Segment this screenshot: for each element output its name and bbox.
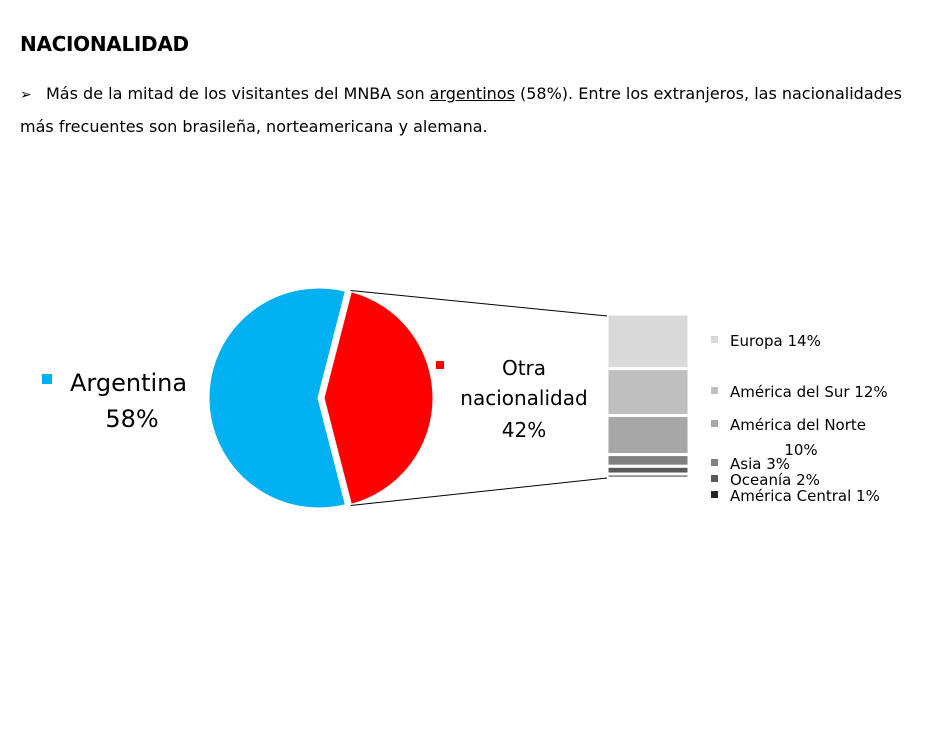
label-otra-line1: Otra: [502, 356, 546, 380]
legend-label-asia: Asia 3%: [730, 455, 790, 473]
summary-bullet: ➢ Más de la mitad de los visitantes del M…: [20, 78, 920, 143]
legend-label-america-central: América Central 1%: [730, 487, 880, 505]
bar-segment-america-del-norte: [605, 414, 691, 457]
summary-text-start: Más de la mitad de los visitantes del MN…: [46, 84, 430, 103]
legend-marker-europa: [711, 336, 718, 343]
connector-line-bottom: [350, 477, 608, 507]
legend-marker-america-del-sur: [711, 387, 718, 394]
legend-marker-america-del-norte: [711, 420, 718, 427]
bar-segment-europa: [605, 312, 691, 371]
pie-slice-argentina: [206, 285, 349, 511]
legend-marker-oceania: [711, 475, 718, 482]
connector-line-top: [350, 289, 608, 317]
label-otra-value: 42%: [502, 418, 546, 442]
legend-label-america-del-sur: América del Sur 12%: [730, 383, 888, 401]
arrow-bullet-icon: ➢: [20, 87, 32, 103]
summary-text-end: (58%). Entre los extranjeros, las nacion…: [20, 84, 902, 136]
summary-text-underlined: argentinos: [429, 84, 515, 103]
label-argentina-value: 58%: [105, 405, 158, 433]
legend-marker-asia: [711, 459, 718, 466]
legend-marker-otra: [436, 361, 444, 369]
legend-label-america-del-norte: América del Norte: [730, 416, 866, 434]
legend-label-america-del-norte-value: 10%: [784, 441, 817, 459]
legend-marker-america-central: [711, 491, 718, 498]
label-otra-line2: nacionalidad: [460, 386, 587, 410]
pie-slice-otra-nacionalidad: [321, 288, 436, 508]
legend-label-oceania: Oceanía 2%: [730, 471, 820, 489]
bar-segment-asia: [605, 453, 691, 468]
bar-segment-america-central: [605, 472, 691, 480]
legend-label-europa: Europa 14%: [730, 332, 821, 350]
label-argentina-name: Argentina: [70, 369, 187, 397]
bar-segment-america-del-sur: [605, 367, 691, 418]
legend-marker-argentina: [42, 374, 52, 384]
page-title: NACIONALIDAD: [20, 32, 189, 56]
